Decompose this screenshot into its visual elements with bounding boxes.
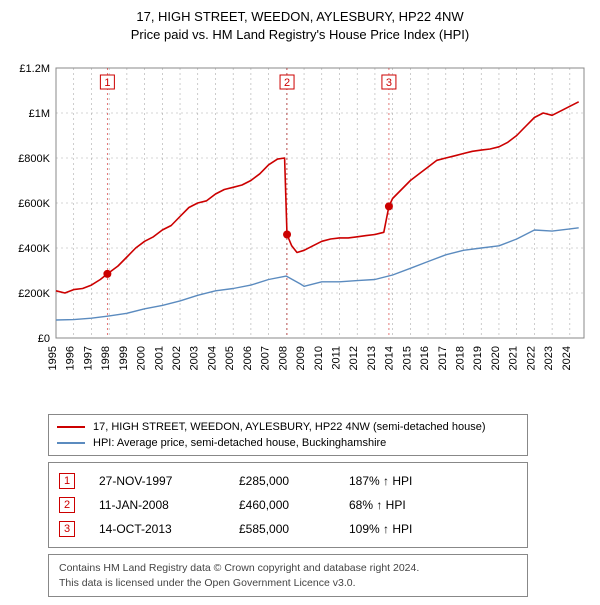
svg-text:3: 3 [386,77,392,89]
svg-text:2002: 2002 [171,346,183,370]
event-num: 2 [59,497,75,513]
svg-text:2001: 2001 [153,346,165,370]
svg-text:2: 2 [284,77,290,89]
event-date: 11-JAN-2008 [99,498,239,512]
footer: Contains HM Land Registry data © Crown c… [48,554,528,596]
legend-label: 17, HIGH STREET, WEEDON, AYLESBURY, HP22… [93,421,485,433]
svg-text:£1M: £1M [29,108,50,120]
svg-text:2007: 2007 [260,346,272,370]
svg-text:2022: 2022 [525,346,537,370]
event-pct: 68% ↑ HPI [349,498,406,512]
svg-text:2004: 2004 [206,346,218,370]
svg-text:2019: 2019 [472,346,484,370]
svg-text:2023: 2023 [543,346,555,370]
svg-text:2024: 2024 [561,346,573,370]
legend-swatch [57,442,85,444]
event-date: 14-OCT-2013 [99,522,239,536]
svg-text:2006: 2006 [242,346,254,370]
event-num: 3 [59,521,75,537]
svg-text:2011: 2011 [330,346,342,370]
svg-text:2003: 2003 [189,346,201,370]
event-row: 2 11-JAN-2008£460,00068% ↑ HPI [59,493,517,517]
svg-text:1995: 1995 [47,346,59,370]
svg-text:1997: 1997 [82,346,94,370]
svg-text:2009: 2009 [295,346,307,370]
svg-text:£1.2M: £1.2M [19,63,50,75]
svg-text:£0: £0 [38,333,50,345]
events-table: 1 27-NOV-1997£285,000187% ↑ HPI 2 11-JAN-20… [48,462,528,548]
svg-text:£800K: £800K [18,153,50,165]
legend-label: HPI: Average price, semi-detached house,… [93,437,386,449]
svg-text:2013: 2013 [366,346,378,370]
title-line-1: 17, HIGH STREET, WEEDON, AYLESBURY, HP22… [8,8,592,26]
svg-text:1996: 1996 [65,346,77,370]
svg-text:2005: 2005 [224,346,236,370]
svg-text:2016: 2016 [419,346,431,370]
footer-line-2: This data is licensed under the Open Gov… [59,576,517,590]
svg-text:1999: 1999 [118,346,130,370]
title-line-2: Price paid vs. HM Land Registry's House … [8,26,592,44]
chart: £0 £200K £400K £600K £800K £1M £1.2M 1995 1996 19… [8,48,592,408]
event-price: £460,000 [239,498,349,512]
footer-line-1: Contains HM Land Registry data © Crown c… [59,561,517,575]
svg-text:£200K: £200K [18,288,50,300]
svg-text:2014: 2014 [384,346,396,370]
svg-text:2020: 2020 [490,346,502,370]
svg-text:2015: 2015 [401,346,413,370]
event-pct: 109% ↑ HPI [349,522,412,536]
event-price: £285,000 [239,474,349,488]
svg-text:£600K: £600K [18,198,50,210]
svg-text:£400K: £400K [18,243,50,255]
svg-text:1: 1 [104,77,110,89]
event-pct: 187% ↑ HPI [349,474,412,488]
legend-row: 17, HIGH STREET, WEEDON, AYLESBURY, HP22… [57,419,519,435]
svg-text:1998: 1998 [100,346,112,370]
legend: 17, HIGH STREET, WEEDON, AYLESBURY, HP22… [48,414,528,456]
svg-text:2017: 2017 [437,346,449,370]
svg-text:2000: 2000 [136,346,148,370]
chart-svg: £0 £200K £400K £600K £800K £1M £1.2M 1995 1996 19… [8,48,592,408]
svg-text:2018: 2018 [455,346,467,370]
event-price: £585,000 [239,522,349,536]
event-row: 3 14-OCT-2013£585,000109% ↑ HPI [59,517,517,541]
svg-text:2021: 2021 [508,346,520,370]
title-block: 17, HIGH STREET, WEEDON, AYLESBURY, HP22… [8,8,592,44]
svg-text:2010: 2010 [313,346,325,370]
svg-text:2008: 2008 [277,346,289,370]
legend-row: HPI: Average price, semi-detached house,… [57,435,519,451]
event-date: 27-NOV-1997 [99,474,239,488]
event-row: 1 27-NOV-1997£285,000187% ↑ HPI [59,469,517,493]
svg-text:2012: 2012 [348,346,360,370]
event-num: 1 [59,473,75,489]
legend-swatch [57,426,85,428]
